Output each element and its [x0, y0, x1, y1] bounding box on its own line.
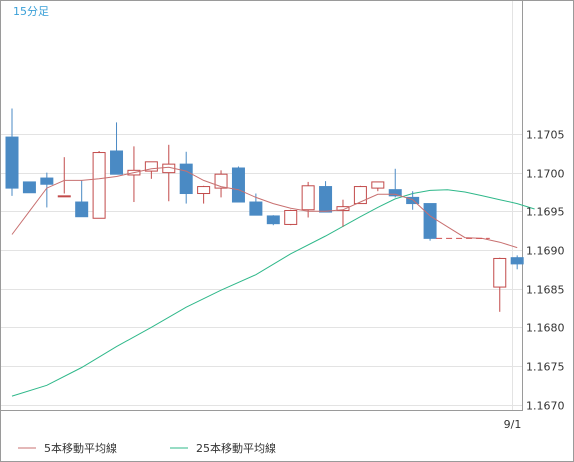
- candle-body-up: [493, 257, 507, 288]
- candle: [214, 170, 228, 198]
- candle: [406, 191, 420, 210]
- y-tick-label: 1.1690: [526, 245, 565, 258]
- y-tick-label: 1.1695: [526, 206, 565, 219]
- candle-body-up: [336, 206, 350, 212]
- candle-body-up: [371, 181, 385, 189]
- candle: [22, 181, 36, 194]
- legend-label-ma5: 5本移動平均線: [44, 441, 117, 455]
- candle: [231, 166, 245, 203]
- candle-body-down: [510, 257, 524, 265]
- candle: [388, 168, 402, 198]
- candle: [92, 150, 106, 219]
- candle: [319, 181, 333, 213]
- candle: [144, 161, 158, 179]
- y-tick-label: 1.1680: [526, 322, 565, 335]
- candle-body-down: [406, 196, 420, 205]
- candle: [110, 122, 124, 175]
- y-tick-label: 1.1700: [526, 168, 565, 181]
- candle: [423, 203, 437, 241]
- candle: [493, 257, 507, 312]
- ma5-series: [11, 166, 518, 249]
- candle-body-up: [353, 186, 367, 205]
- candle-body-down: [231, 167, 245, 203]
- ma25-line: [11, 189, 535, 397]
- candle-body-down: [319, 186, 333, 213]
- y-tick-label: 1.1670: [526, 400, 565, 413]
- candle-body-up: [301, 185, 315, 211]
- candle-body-up: [214, 173, 228, 189]
- candle: [284, 209, 298, 226]
- candle-body-down: [75, 201, 89, 218]
- candle-body-down: [266, 215, 280, 225]
- legend-label-ma25: 25本移動平均線: [196, 441, 276, 455]
- y-tick-label: 1.1685: [526, 284, 565, 297]
- candle-body-up: [197, 186, 211, 195]
- candle: [179, 151, 193, 204]
- candle: [371, 181, 385, 192]
- candle-body-down: [22, 181, 36, 194]
- ma25-series: [11, 189, 535, 397]
- candle-body-down: [249, 201, 263, 216]
- y-axis-ticks: 1.1705 1.1700 1.1695 1.1690 1.1685 1.1680 1.16…: [526, 129, 565, 413]
- candle-body-down: [110, 150, 124, 175]
- candle-body-down: [5, 136, 19, 189]
- candle: [5, 108, 19, 196]
- candle-body-down: [40, 177, 54, 185]
- candle: [40, 172, 54, 208]
- candle-body-up: [57, 195, 71, 198]
- candle: [75, 180, 89, 218]
- x-tick-label: 9/1: [504, 418, 522, 431]
- y-tick-label: 1.1675: [526, 361, 565, 374]
- ma5-line: [11, 166, 431, 235]
- candle: [353, 185, 367, 205]
- candle: [510, 255, 524, 270]
- candle-body-up: [92, 152, 106, 219]
- legend: 5本移動平均線 25本移動平均線: [18, 441, 276, 455]
- candle: [301, 181, 315, 218]
- x-axis-ticks: 9/1: [504, 418, 522, 431]
- candle-body-down: [388, 189, 402, 197]
- candle: [336, 199, 350, 227]
- candle-series: [5, 108, 524, 312]
- candle-body-down: [423, 203, 437, 239]
- candle: [197, 185, 211, 204]
- candle-body-up: [284, 210, 298, 225]
- candle-body-down: [179, 163, 193, 195]
- candle: [57, 157, 71, 198]
- candle-body-up: [144, 161, 158, 172]
- period-label: 15分足: [13, 5, 49, 18]
- y-tick-label: 1.1705: [526, 129, 565, 142]
- candle: [266, 215, 280, 226]
- ma5-line-tail: [429, 215, 518, 249]
